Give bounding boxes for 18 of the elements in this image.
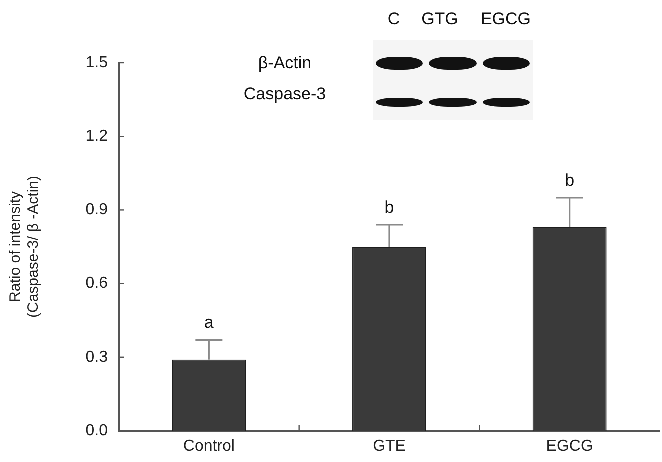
y-tick-label: 0.0	[86, 422, 108, 440]
text: EGCG	[480, 10, 532, 28]
y-tick-label: 1.5	[86, 54, 108, 72]
x-tick-label: GTE	[373, 438, 406, 456]
y-tick-label: 1.2	[86, 128, 108, 146]
text: GTG	[422, 10, 458, 28]
annotation: a	[204, 313, 214, 332]
annotation: Caspase-3	[244, 84, 326, 104]
y-tick-label: 0.3	[86, 348, 108, 366]
annotation: b	[565, 170, 575, 190]
x-tick-label: EGCG	[546, 438, 594, 456]
x-tick-label: Control	[183, 438, 235, 456]
annotation: b	[384, 198, 394, 217]
y-axis-title: Ratio of intensity (Caspase-3/ β -Actin)	[7, 176, 42, 318]
y-tick-label: 0.6	[86, 275, 108, 292]
text: C	[388, 10, 400, 28]
y-tick-label: 0.9	[86, 202, 108, 219]
annotation: β-Actin	[258, 54, 312, 72]
